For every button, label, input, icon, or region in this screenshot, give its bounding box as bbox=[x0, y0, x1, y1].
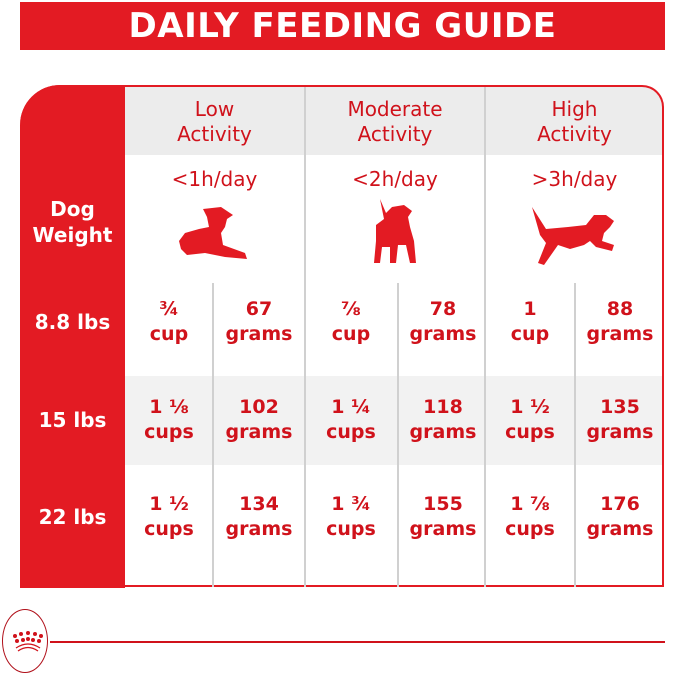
cell-amount: 1 ⅞ bbox=[510, 493, 550, 515]
cell-amount: 134 bbox=[239, 493, 279, 515]
cell-unit: grams bbox=[586, 323, 654, 345]
cell-amount: ⅞ bbox=[341, 298, 361, 320]
column-label-moderate: Moderate Activity bbox=[347, 97, 443, 146]
feeding-table bbox=[20, 85, 664, 587]
cell-unit: grams bbox=[225, 421, 293, 443]
cell-unit: cup bbox=[510, 323, 550, 345]
cell-unit: cups bbox=[144, 518, 194, 540]
feeding-cell: 67 grams bbox=[214, 297, 304, 347]
cell-unit: cups bbox=[505, 421, 555, 443]
feeding-cell: 1 ¼ cups bbox=[306, 395, 396, 445]
cell-unit: cups bbox=[326, 421, 376, 443]
cell-amount: 176 bbox=[600, 493, 640, 515]
cell-amount: 1 ⅛ bbox=[149, 396, 189, 418]
column-label-high: High Activity bbox=[537, 97, 612, 146]
cell-amount: 1 ½ bbox=[149, 493, 189, 515]
column-label-low: Low Activity bbox=[177, 97, 252, 146]
cell-unit: grams bbox=[409, 518, 477, 540]
feeding-cell: 135 grams bbox=[575, 395, 665, 445]
feeding-cell: ⅞ cup bbox=[306, 297, 396, 347]
cell-amount: ¾ bbox=[159, 298, 179, 320]
feeding-cell: 1 ½ cups bbox=[485, 395, 575, 445]
row-band bbox=[125, 376, 663, 465]
sub-divider bbox=[574, 283, 576, 587]
cell-amount: 135 bbox=[600, 396, 640, 418]
weight-header: Dog Weight bbox=[32, 197, 113, 247]
cell-unit: grams bbox=[586, 421, 654, 443]
duration-high: >3h/day bbox=[531, 167, 618, 191]
jumping-dog-icon bbox=[532, 207, 614, 265]
cell-unit: cups bbox=[144, 421, 194, 443]
sub-divider bbox=[212, 283, 214, 587]
duration-low: <1h/day bbox=[171, 167, 258, 191]
cell-unit: cups bbox=[326, 518, 376, 540]
weight-row-1: 8.8 lbs bbox=[34, 310, 111, 334]
cell-amount: 102 bbox=[239, 396, 279, 418]
cell-amount: 1 bbox=[523, 298, 537, 320]
cell-amount: 118 bbox=[423, 396, 463, 418]
column-divider bbox=[484, 87, 486, 587]
feeding-cell: 78 grams bbox=[398, 297, 488, 347]
feeding-cell: 1 ⅛ cups bbox=[124, 395, 214, 445]
cell-unit: grams bbox=[225, 518, 293, 540]
cell-amount: 1 ½ bbox=[510, 396, 550, 418]
weight-row-2: 15 lbs bbox=[38, 408, 107, 432]
weight-column bbox=[20, 85, 125, 588]
cell-unit: grams bbox=[409, 323, 477, 345]
standing-dog-icon bbox=[374, 199, 416, 263]
cell-unit: cup bbox=[331, 323, 371, 345]
feeding-cell: 102 grams bbox=[214, 395, 304, 445]
cell-unit: cups bbox=[505, 518, 555, 540]
cell-amount: 1 ¼ bbox=[331, 396, 371, 418]
feeding-cell: ¾ cup bbox=[124, 297, 214, 347]
page-title: DAILY FEEDING GUIDE bbox=[20, 2, 665, 50]
cell-amount: 155 bbox=[423, 493, 463, 515]
feeding-cell: 134 grams bbox=[214, 492, 304, 542]
cell-amount: 67 bbox=[245, 298, 273, 320]
feeding-cell: 1 ¾ cups bbox=[306, 492, 396, 542]
duration-moderate: <2h/day bbox=[352, 167, 438, 191]
cell-amount: 88 bbox=[606, 298, 634, 320]
cell-unit: grams bbox=[225, 323, 293, 345]
sub-divider bbox=[397, 283, 399, 587]
cell-amount: 1 ¾ bbox=[331, 493, 371, 515]
header-moderate bbox=[306, 87, 484, 155]
column-divider bbox=[304, 87, 306, 587]
feeding-cell: 1 ⅞ cups bbox=[485, 492, 575, 542]
header-low bbox=[125, 87, 304, 155]
cell-unit: cup bbox=[149, 323, 189, 345]
lying-dog-icon bbox=[179, 207, 247, 259]
feeding-cell: 1 cup bbox=[485, 297, 575, 347]
cell-unit: grams bbox=[586, 518, 654, 540]
feeding-cell: 155 grams bbox=[398, 492, 488, 542]
feeding-cell: 1 ½ cups bbox=[124, 492, 214, 542]
cell-unit: grams bbox=[409, 421, 477, 443]
feeding-cell: 118 grams bbox=[398, 395, 488, 445]
feeding-cell: 88 grams bbox=[575, 297, 665, 347]
cell-amount: 78 bbox=[429, 298, 457, 320]
feeding-cell: 176 grams bbox=[575, 492, 665, 542]
weight-row-3: 22 lbs bbox=[38, 505, 107, 529]
